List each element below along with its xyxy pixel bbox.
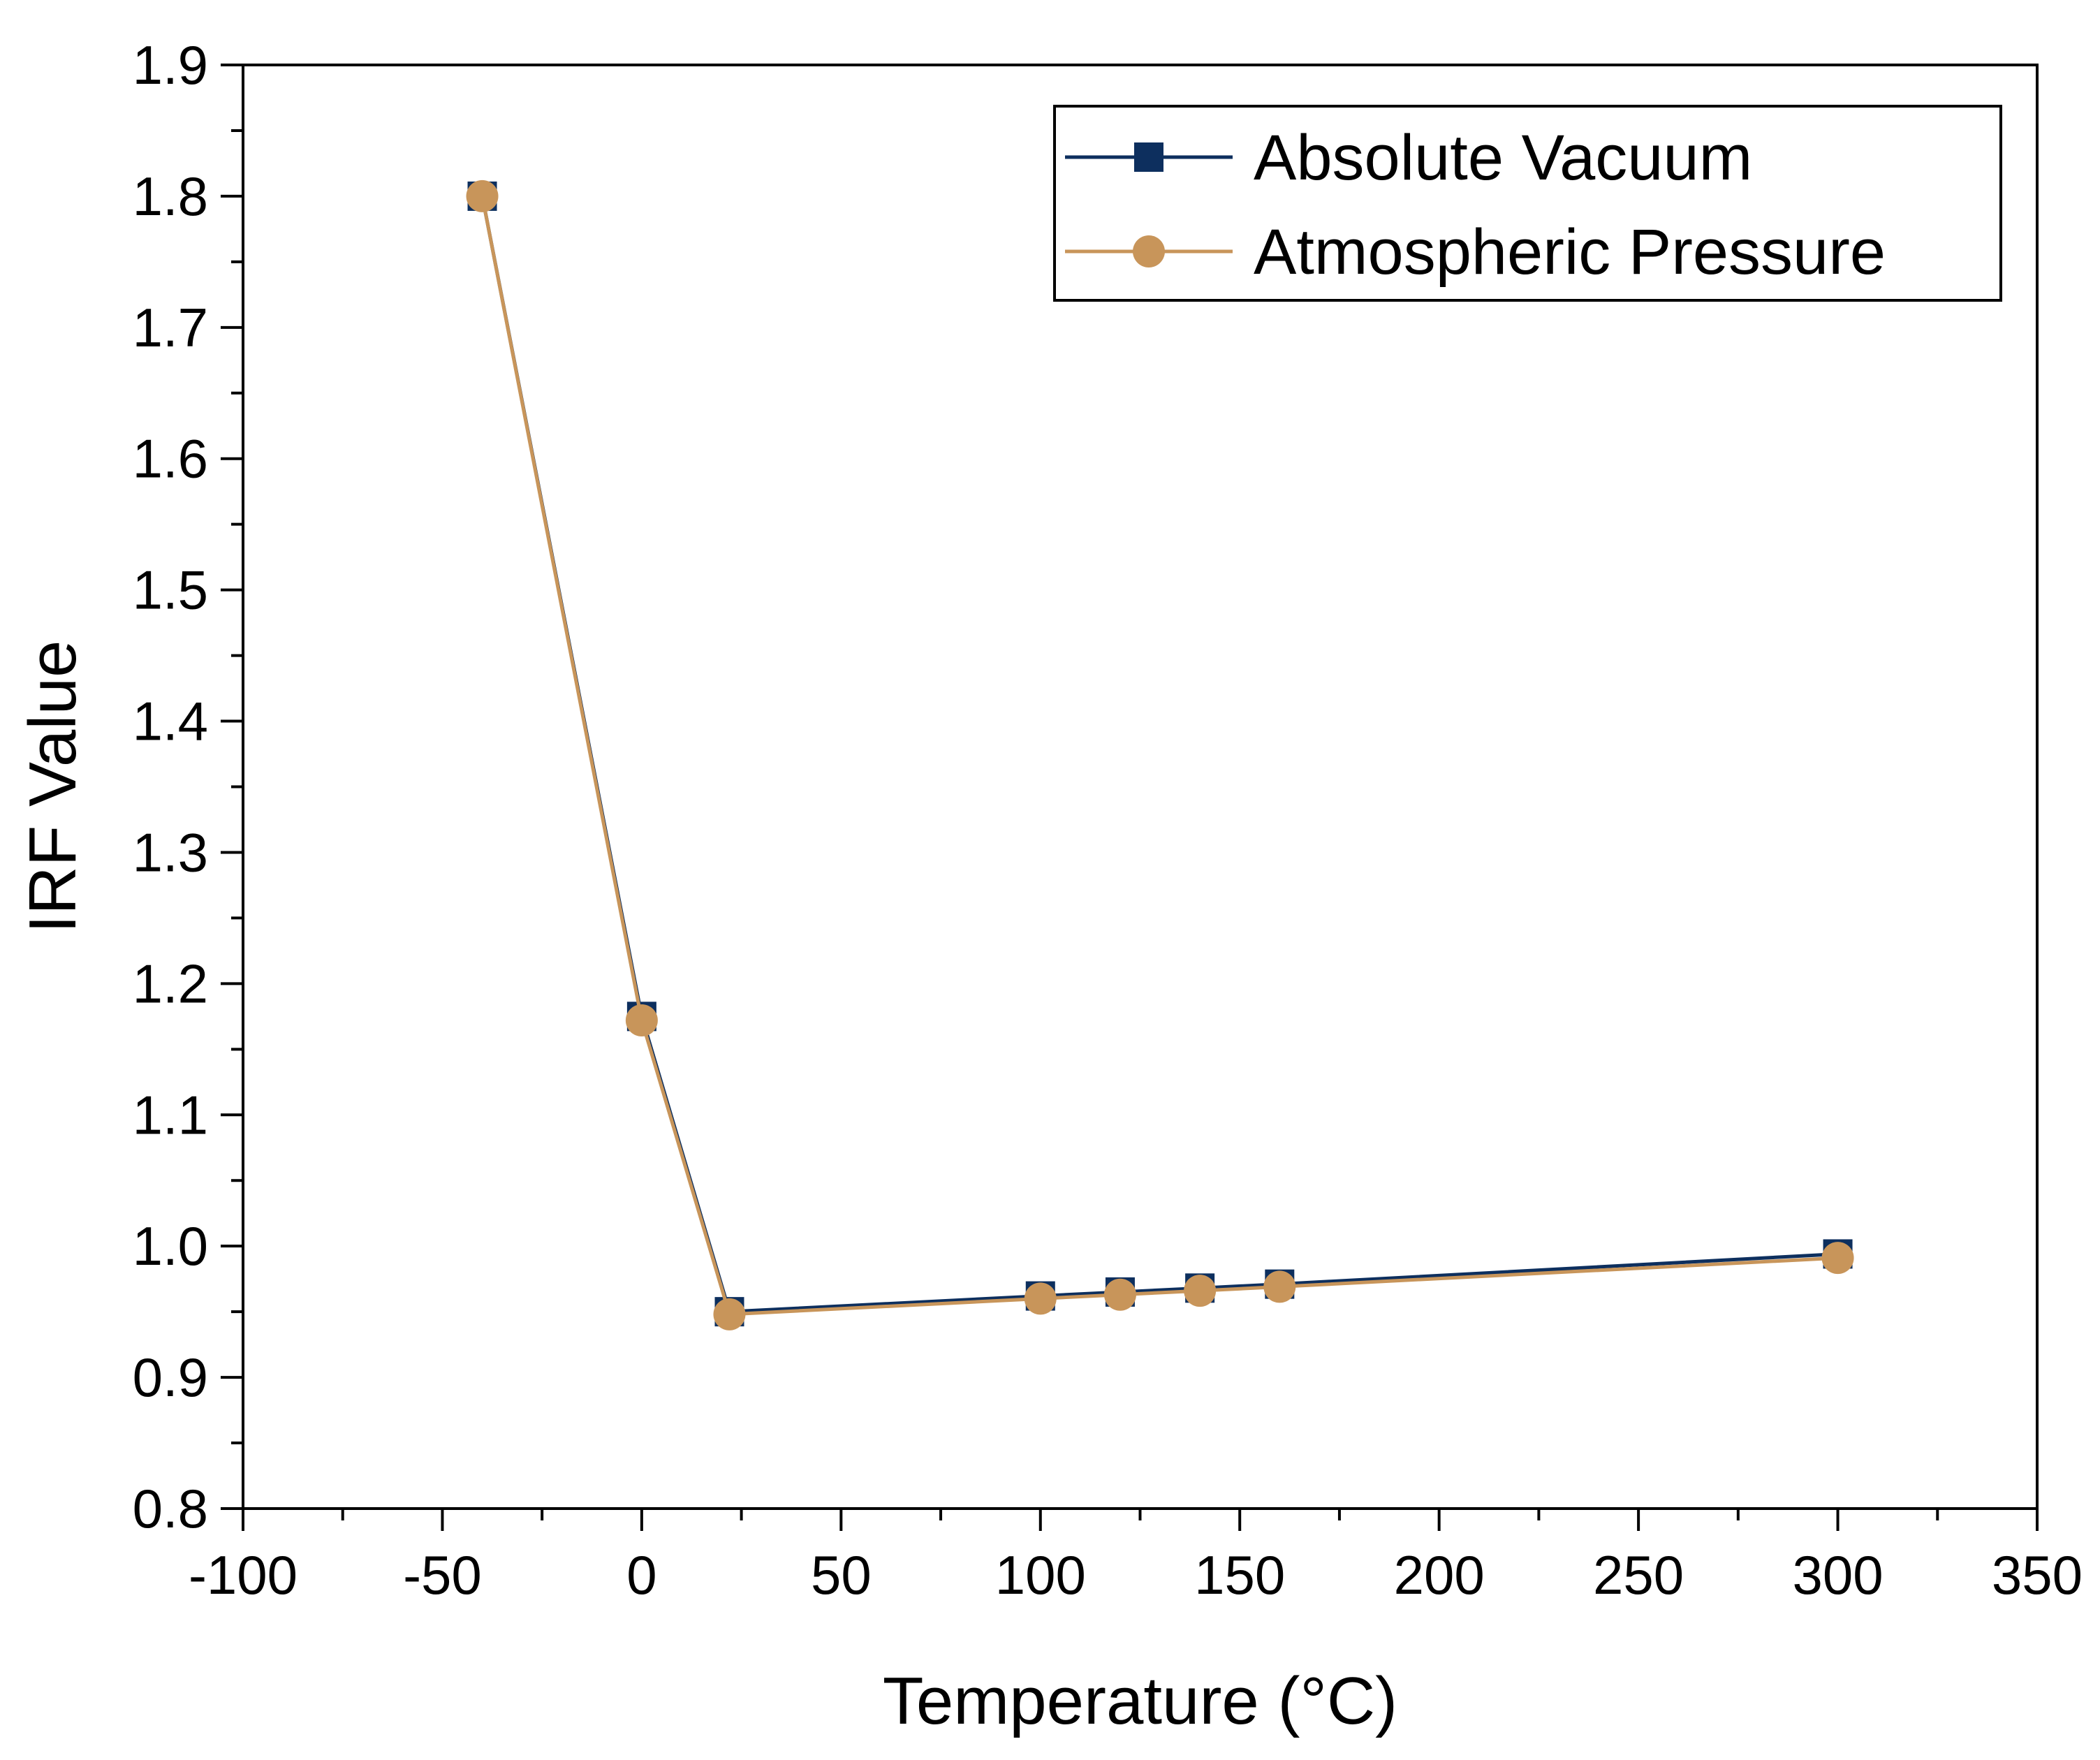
x-tick-label: 50 — [811, 1544, 872, 1606]
series-line — [480, 196, 1838, 1317]
data-point-circle — [1821, 1242, 1854, 1275]
y-axis-title: IRF Value — [15, 640, 90, 934]
y-tick-label: 1.3 — [133, 821, 208, 883]
y-tick-label: 1.1 — [133, 1084, 208, 1145]
y-tick-label: 1.7 — [133, 297, 208, 358]
y-tick-label: 1.6 — [133, 428, 208, 490]
series-line — [480, 196, 1838, 1314]
x-tick-label: -50 — [403, 1544, 482, 1606]
x-tick-label: 200 — [1394, 1544, 1485, 1606]
x-tick-label: 150 — [1194, 1544, 1285, 1606]
y-tick-label: 1.2 — [133, 953, 208, 1014]
data-point-circle — [625, 1004, 658, 1036]
y-tick-label: 0.9 — [133, 1347, 208, 1408]
data-point-circle — [713, 1298, 746, 1330]
data-point-circle — [1263, 1270, 1296, 1303]
legend-marker-circle — [1133, 235, 1165, 267]
x-tick-label: 350 — [1992, 1544, 2083, 1606]
y-tick-label: 1.0 — [133, 1215, 208, 1277]
legend-box — [1053, 105, 2002, 302]
x-tick-label: 250 — [1593, 1544, 1684, 1606]
y-tick-label: 1.5 — [133, 559, 208, 621]
x-axis-title: Temperature (°C) — [883, 1664, 1397, 1738]
series-layer — [466, 179, 1854, 1330]
y-tick-label: 1.8 — [133, 166, 208, 227]
x-tick-label: -100 — [189, 1544, 298, 1606]
x-tick-label: 0 — [626, 1544, 656, 1606]
data-point-circle — [1103, 1278, 1136, 1311]
series-0 — [467, 181, 1853, 1327]
series-1 — [466, 179, 1854, 1330]
y-tick-label: 1.4 — [133, 691, 208, 752]
legend-marker-square — [1134, 142, 1163, 172]
data-point-circle — [1184, 1275, 1217, 1307]
legend: Absolute Vacuum Atmospheric Pressure — [1053, 105, 2002, 302]
legend-label: Atmospheric Pressure — [1254, 217, 1886, 288]
data-point-circle — [466, 179, 499, 212]
legend-label: Absolute Vacuum — [1254, 122, 1752, 193]
plot-frame — [242, 64, 2039, 1510]
y-tick-label: 1.9 — [133, 34, 208, 96]
x-tick-label: 300 — [1792, 1544, 1883, 1606]
y-tick-label: 0.8 — [133, 1478, 208, 1539]
axis-ticks: -100 -50 0 50 100 150 200 250 300 350 0.8 0.9 1.0 1.1… — [133, 34, 2083, 1606]
x-tick-label: 100 — [995, 1544, 1086, 1606]
data-point-circle — [1024, 1282, 1057, 1315]
